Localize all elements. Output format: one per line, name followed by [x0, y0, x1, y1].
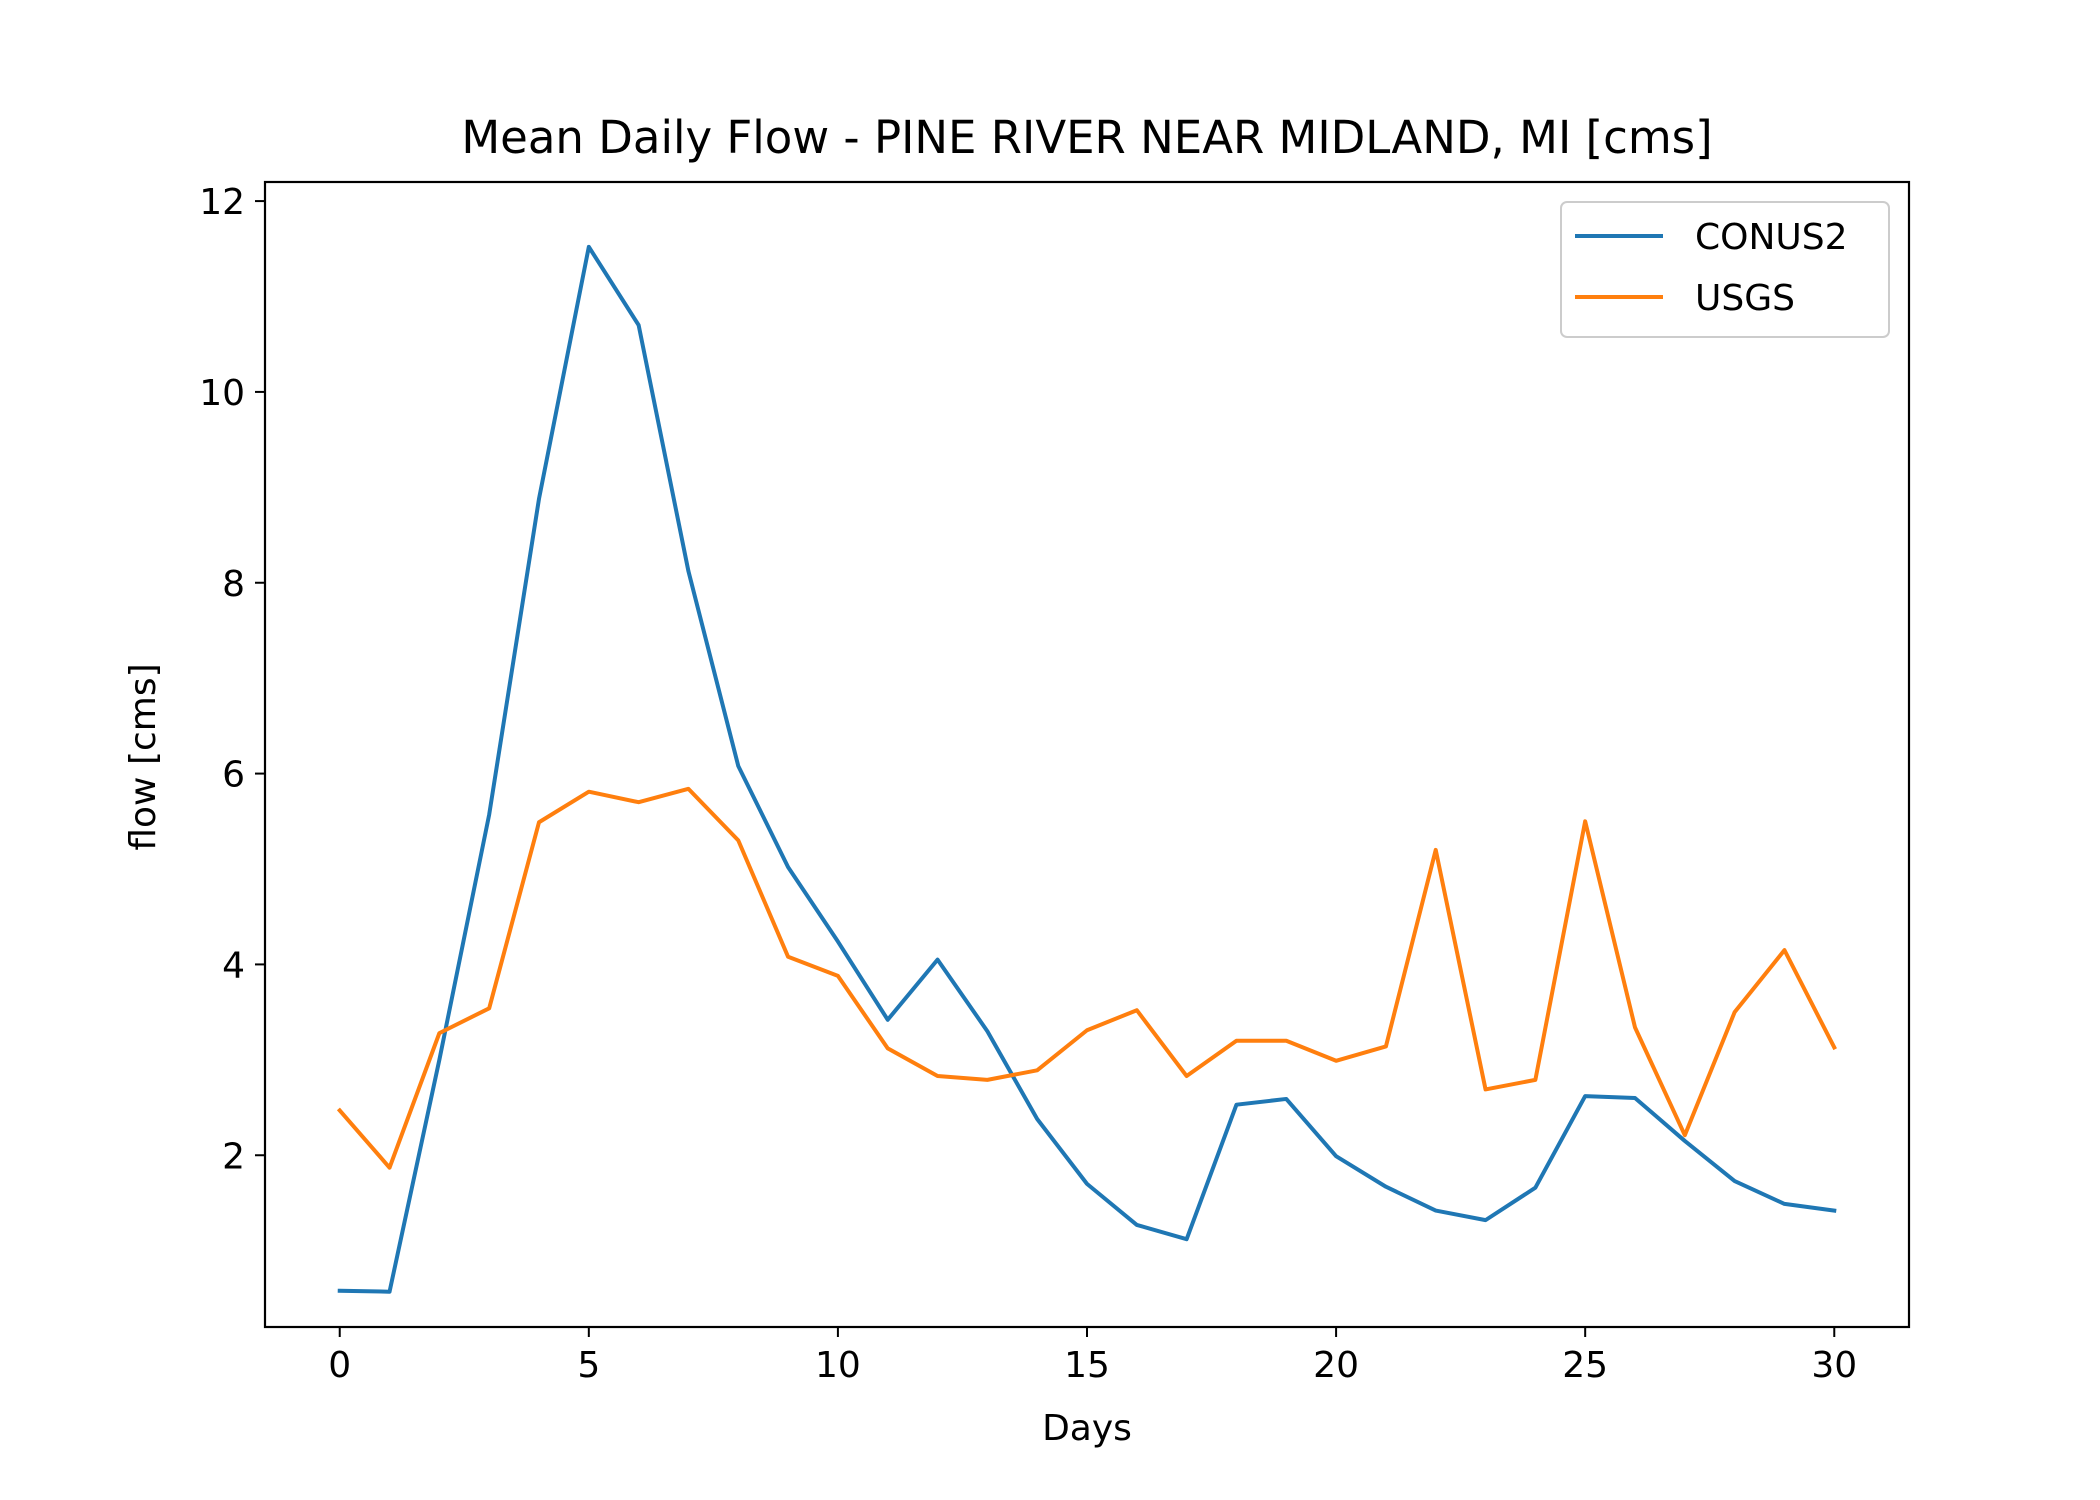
chart-title: Mean Daily Flow - PINE RIVER NEAR MIDLAN…	[461, 111, 1712, 164]
y-tick-label: 6	[222, 755, 245, 796]
legend-label-conus2: CONUS2	[1695, 217, 1848, 258]
y-tick-label: 12	[199, 182, 245, 223]
legend-label-usgs: USGS	[1695, 278, 1795, 319]
series-line-usgs	[336, 786, 1837, 1170]
x-tick-label: 30	[1811, 1345, 1857, 1386]
legend: CONUS2 USGS	[1560, 201, 1890, 338]
y-tick-label: 10	[199, 373, 245, 414]
x-tick-label: 25	[1562, 1345, 1608, 1386]
axes: 0 5 10 15 20 25 30 2 4 6 8 10 12	[199, 180, 1911, 1386]
y-axis-label: flow [cms]	[123, 663, 164, 850]
series-line-conus2	[337, 244, 1837, 1294]
x-axis-label: Days	[1042, 1408, 1132, 1449]
y-tick-label: 2	[222, 1136, 245, 1177]
y-tick-label: 8	[222, 564, 245, 605]
plot-area	[336, 244, 1837, 1294]
y-tick-label: 4	[222, 945, 245, 986]
x-tick-label: 10	[815, 1345, 861, 1386]
x-tick-label: 0	[328, 1345, 351, 1386]
x-tick-label: 15	[1064, 1345, 1110, 1386]
x-tick-label: 5	[577, 1345, 600, 1386]
x-tick-label: 20	[1313, 1345, 1359, 1386]
